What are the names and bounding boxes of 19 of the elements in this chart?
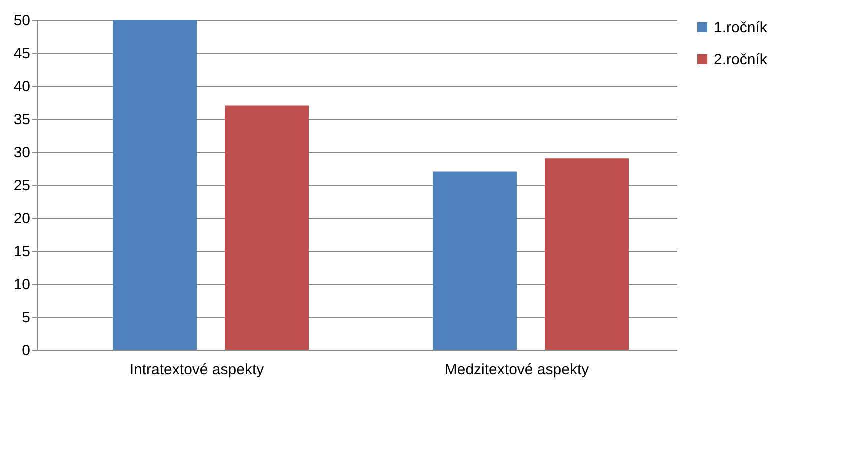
y-tick-label: 20 xyxy=(14,210,30,228)
bar xyxy=(113,20,197,350)
y-tick-label: 40 xyxy=(14,78,30,96)
x-tick-label: Medzitextové aspekty xyxy=(444,362,590,378)
y-tick-label: 15 xyxy=(14,244,30,260)
bar xyxy=(225,106,309,350)
legend-label: 1.ročník xyxy=(714,20,768,36)
y-tick-label: 0 xyxy=(22,342,30,360)
y-tick-label: 45 xyxy=(14,46,30,62)
x-tick-label: Intratextové aspekty xyxy=(130,362,265,378)
bar xyxy=(545,158,629,350)
y-tick-label: 25 xyxy=(14,178,30,194)
y-tick-label: 30 xyxy=(14,144,30,162)
bar xyxy=(433,172,517,350)
legend-label: 2.ročník xyxy=(714,52,768,68)
y-tick-label: 5 xyxy=(22,310,30,326)
y-tick-label: 10 xyxy=(14,276,30,294)
y-tick-label: 50 xyxy=(14,12,30,30)
y-tick-label: 35 xyxy=(14,112,30,128)
